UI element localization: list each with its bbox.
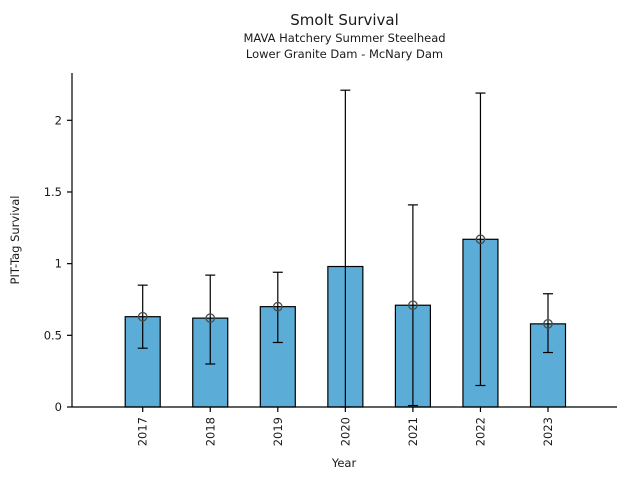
chart-subtitle-line2: Lower Granite Dam - McNary Dam	[245, 47, 444, 61]
title-block: Smolt Survival MAVA Hatchery Summer Stee…	[72, 11, 617, 62]
y-tick-label-1.5: 1.5	[44, 185, 62, 199]
x-tick-label-2019: 2019	[271, 417, 285, 446]
x-axis-label: Year	[331, 456, 357, 470]
point-marker-2023	[543, 319, 553, 329]
x-tick-label-2018: 2018	[203, 417, 217, 446]
point-marker-2017	[137, 311, 148, 322]
y-tick-label-0.5: 0.5	[44, 328, 62, 342]
x-tick-label-2017: 2017	[136, 417, 150, 446]
x-tick-label-2021: 2021	[406, 417, 420, 446]
point-marker-2018	[205, 313, 216, 323]
chart-subtitle-line1: MAVA Hatchery Summer Steelhead	[243, 31, 446, 45]
point-marker-2019	[272, 301, 283, 312]
chart-title: Smolt Survival	[290, 11, 399, 29]
x-tick-label-2023: 2023	[541, 417, 555, 446]
point-marker-2022	[475, 234, 486, 245]
y-tick-label-2: 2	[55, 113, 62, 127]
x-tick-label-2022: 2022	[473, 417, 487, 446]
point-marker-2021	[408, 300, 418, 311]
y-tick-label-0: 0	[55, 400, 62, 414]
x-tick-label-2020: 2020	[338, 417, 352, 446]
y-tick-label-1: 1	[55, 257, 62, 271]
